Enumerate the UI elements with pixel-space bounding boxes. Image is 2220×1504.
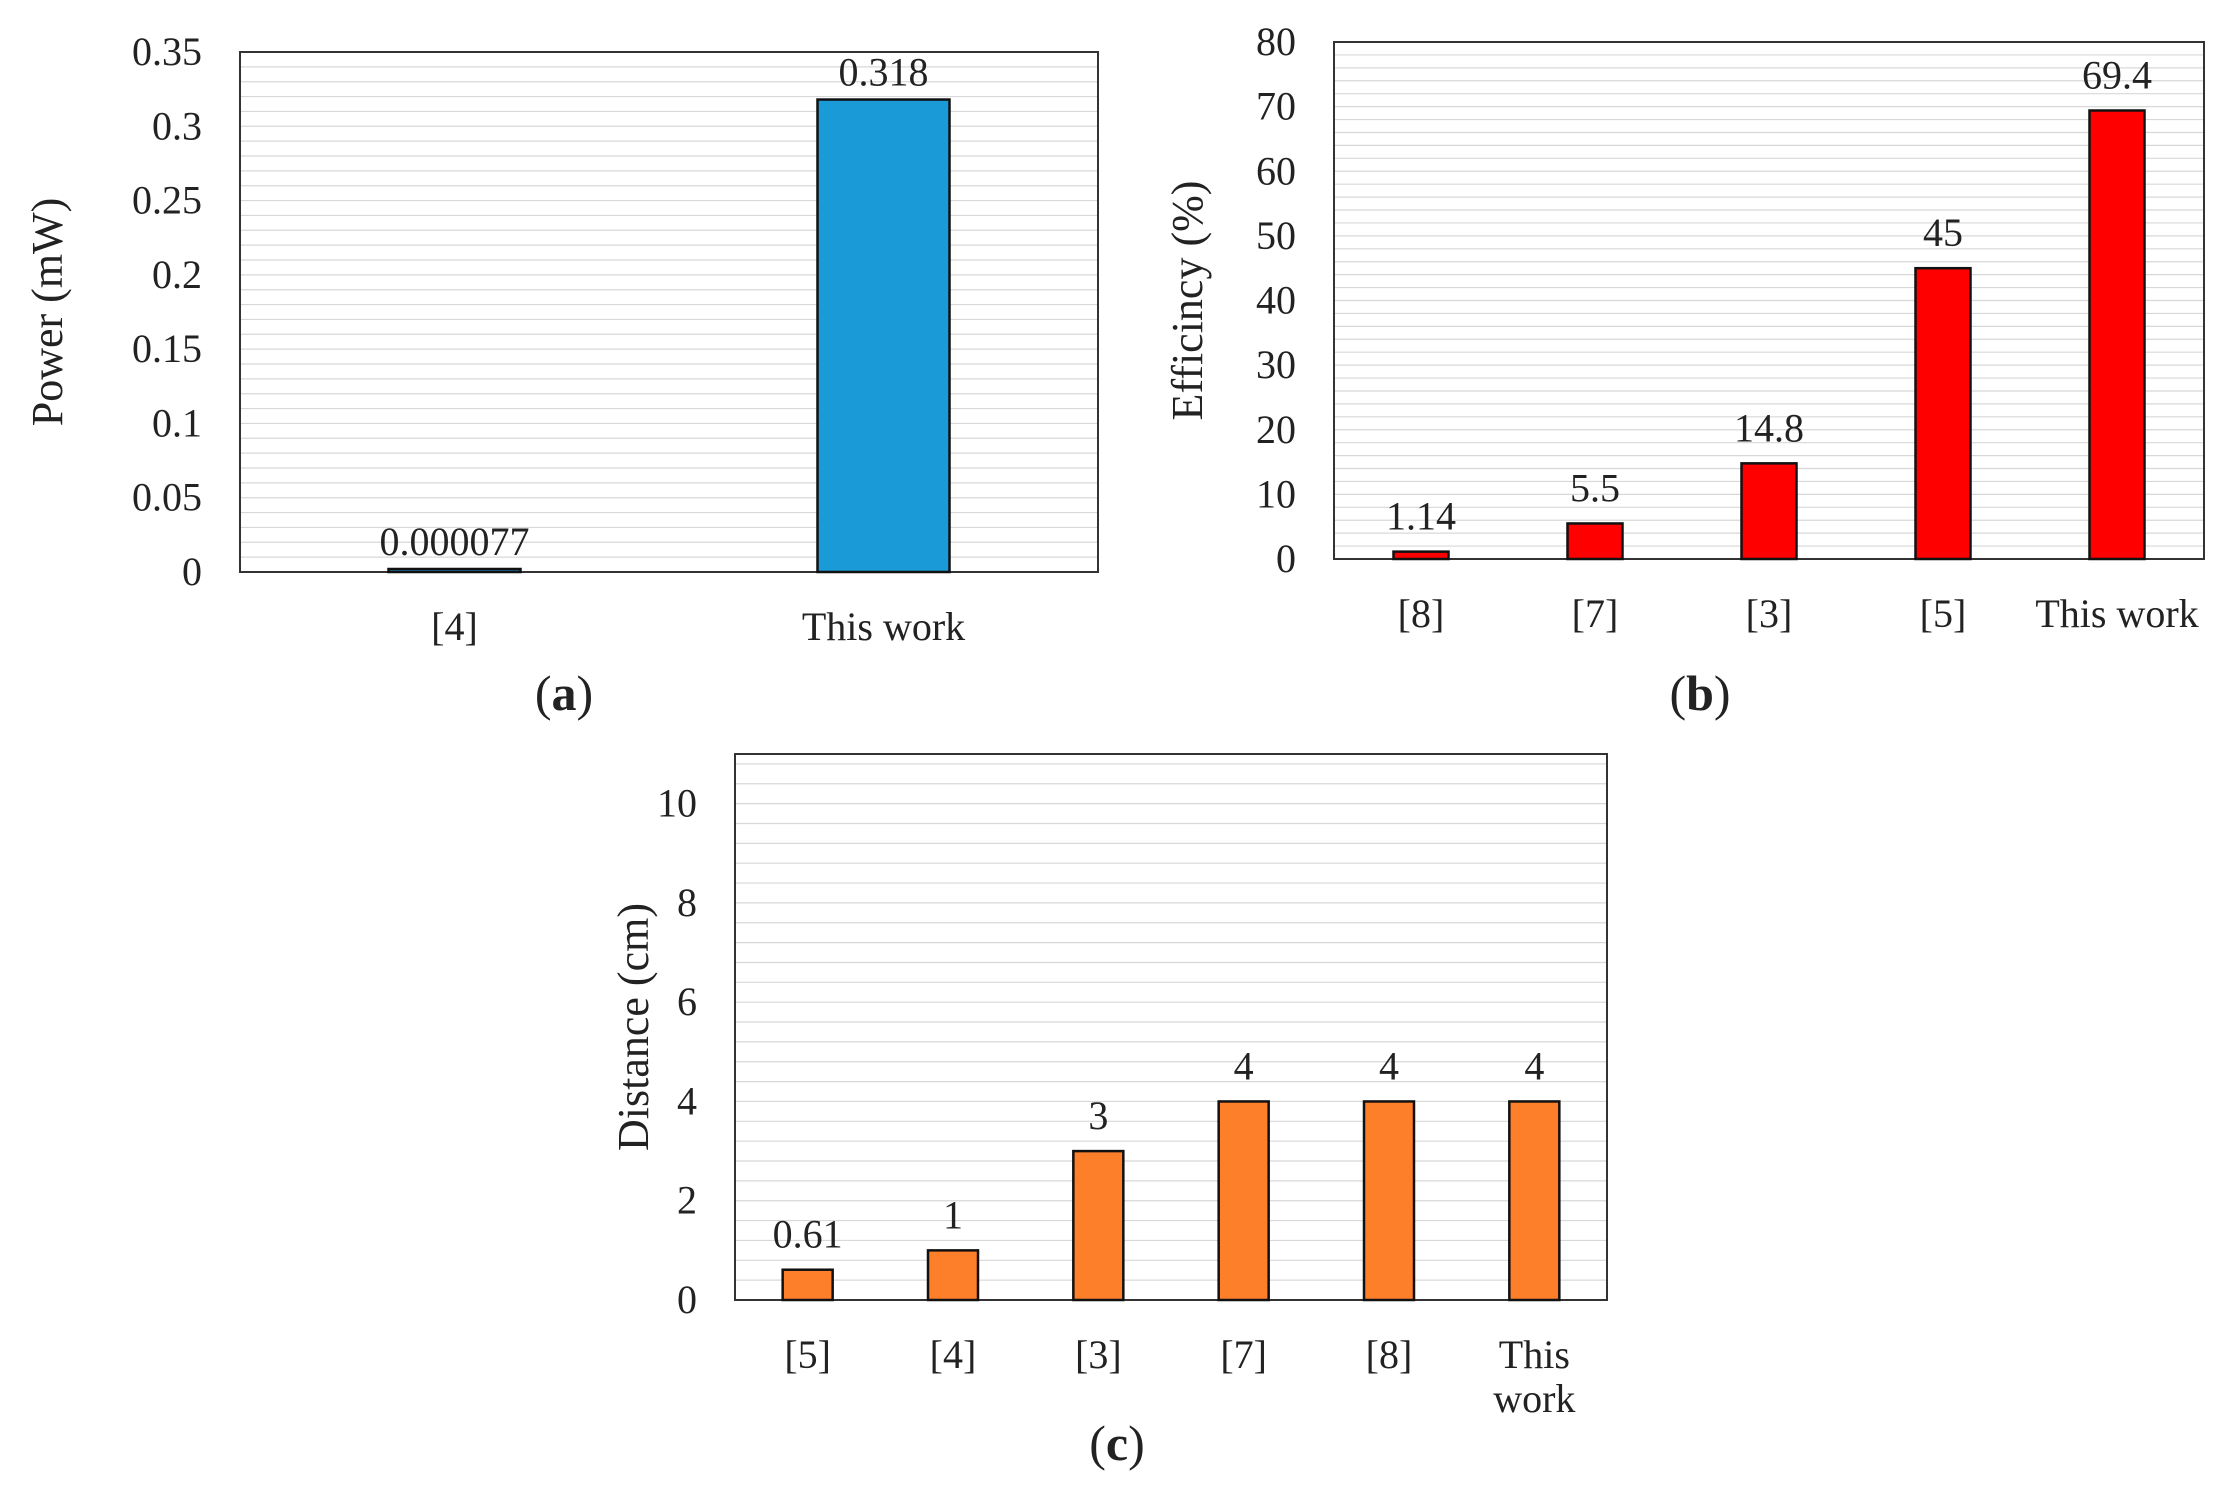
caption-close: ) (1714, 665, 1731, 721)
bar (1566, 522, 1624, 561)
y-tick-label: 0.3 (152, 103, 202, 148)
bar (1072, 1149, 1125, 1302)
data-label: 0.61 (773, 1212, 843, 1257)
data-label: 4 (1234, 1043, 1254, 1088)
bar (816, 98, 951, 574)
y-axis-label: Distance (cm) (609, 903, 658, 1151)
x-tick-label: [4] (930, 1332, 977, 1377)
x-tick-label: This work (2035, 591, 2198, 636)
plot-area (240, 52, 1098, 572)
bar (1362, 1100, 1416, 1302)
plot-area (735, 754, 1607, 1300)
y-tick-label: 50 (1256, 213, 1296, 258)
bar (2088, 109, 2146, 561)
data-label: 0.000077 (380, 519, 530, 564)
bar (1914, 266, 1972, 561)
chart-panel-a: 0 0.05 0.1 0.15 0.2 0.25 0.3 0.35 Power (mW) 0.00… (23, 29, 1099, 721)
y-tick-label: 10 (657, 781, 697, 826)
data-label: 4 (1379, 1043, 1399, 1088)
data-label: 45 (1923, 210, 1963, 255)
y-tick-label: 0 (1276, 536, 1296, 581)
y-tick-label: 6 (677, 979, 697, 1024)
caption-open: ( (1089, 1415, 1106, 1471)
data-label: 14.8 (1734, 405, 1804, 450)
y-tick-label: 2 (677, 1178, 697, 1223)
bar (1740, 462, 1798, 561)
y-tick-label: 0 (677, 1277, 697, 1322)
y-tick-label: 0.25 (132, 178, 202, 223)
gridlines (735, 763, 1607, 1281)
y-tick-label: 0.35 (132, 29, 202, 74)
y-tick-label: 0.1 (152, 400, 202, 445)
bar (781, 1268, 834, 1302)
caption-open: ( (535, 665, 552, 721)
panel-caption: (b) (1669, 665, 1730, 721)
y-tick-label: 30 (1256, 342, 1296, 387)
data-label: 1 (943, 1192, 963, 1237)
y-tick-label: 8 (677, 880, 697, 925)
data-label: 0.318 (839, 50, 929, 95)
x-tick-label: [5] (784, 1332, 831, 1377)
data-label: 69.4 (2082, 53, 2152, 98)
caption-open: ( (1669, 665, 1686, 721)
y-tick-label: 60 (1256, 148, 1296, 193)
x-tick-label: This work (802, 604, 965, 649)
y-axis-label: Efficincy (%) (1163, 181, 1212, 421)
data-label: 3 (1088, 1093, 1108, 1138)
x-tick-label: This (1499, 1332, 1570, 1377)
data-label: 4 (1524, 1043, 1544, 1088)
caption-close: ) (1128, 1415, 1145, 1471)
y-tick-label: 40 (1256, 278, 1296, 323)
y-tick-label: 0.15 (132, 326, 202, 371)
x-tick-label: [7] (1220, 1332, 1267, 1377)
gridlines (240, 51, 1098, 558)
y-tick-label: 4 (677, 1078, 697, 1123)
chart-panel-c: 0 2 4 6 8 10 Distance (cm) 0.61 [5] 1 [4] 3 [3] 4 [7] 4… (609, 753, 1608, 1471)
y-tick-label: 0.2 (152, 252, 202, 297)
bar (387, 567, 522, 574)
plot-frame (734, 753, 1608, 1301)
y-axis-label: Power (mW) (23, 198, 72, 427)
data-label: 5.5 (1570, 465, 1620, 510)
x-tick-label: [8] (1366, 1332, 1413, 1377)
chart-panel-b: 0 10 20 30 40 50 60 70 80 Efficincy (%) 1.14 [8] 5.5… (1163, 19, 2205, 721)
y-tick-label: 70 (1256, 84, 1296, 129)
caption-close: ) (577, 665, 594, 721)
x-tick-label: [5] (1920, 591, 1967, 636)
x-tick-label: [7] (1572, 591, 1619, 636)
y-tick-label: 80 (1256, 19, 1296, 64)
x-tick-label: [4] (431, 604, 478, 649)
bar (926, 1249, 980, 1302)
bar (1508, 1100, 1561, 1302)
panel-caption: (a) (535, 665, 593, 721)
bar (1217, 1100, 1270, 1302)
y-tick-label: 20 (1256, 407, 1296, 452)
caption-letter: b (1686, 665, 1714, 721)
caption-letter: a (552, 665, 577, 721)
caption-letter: c (1106, 1415, 1128, 1471)
bar (1392, 550, 1450, 561)
panel-caption: (c) (1089, 1415, 1145, 1471)
data-label: 1.14 (1386, 494, 1456, 539)
y-tick-label: 10 (1256, 471, 1296, 516)
x-tick-label: [8] (1398, 591, 1445, 636)
x-tick-label: work (1493, 1376, 1575, 1421)
plot-frame (239, 51, 1099, 573)
x-tick-label: [3] (1746, 591, 1793, 636)
y-tick-label: 0.05 (132, 475, 202, 520)
x-tick-label: [3] (1075, 1332, 1122, 1377)
y-tick-label: 0 (182, 549, 202, 594)
